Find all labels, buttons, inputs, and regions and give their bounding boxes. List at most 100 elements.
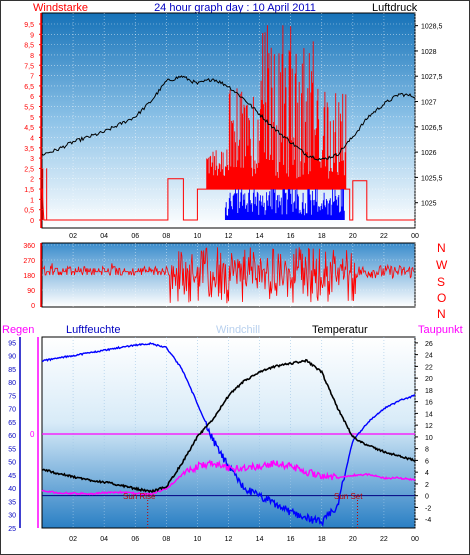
wind-tick-label: 0: [30, 218, 34, 225]
bottom-x-tick-label: 14: [256, 536, 264, 543]
bottom-x-tick-label: 04: [100, 536, 108, 543]
humidity-tick-label: 85: [8, 367, 16, 374]
temperature-line: [41, 358, 416, 494]
temperature-tick-label: 6: [425, 458, 429, 465]
wind-tick-label: 5,5: [24, 105, 34, 112]
temperature-tick-label: -4: [425, 517, 431, 524]
wind-speed-bars: [206, 25, 347, 190]
temperature-tick-label: 22: [425, 364, 433, 371]
label-luftfeuchte: Luftfeuchte: [66, 324, 120, 336]
wind-tick-label: 3,5: [24, 146, 34, 153]
wind-speed-baseline: [41, 178, 415, 221]
label-regen: Regen: [2, 324, 34, 336]
temperature-tick-label: 0: [425, 494, 429, 501]
wind-direction-line: [42, 247, 415, 304]
wind-tick-label: 5: [30, 115, 34, 122]
direction-tick-label: 360: [23, 243, 35, 250]
compass-o: O: [437, 291, 446, 305]
compass-n-top: N: [437, 241, 446, 255]
top-x-tick-label: 16: [287, 233, 295, 240]
top-x-tick-label: 12: [225, 233, 233, 240]
pressure-axis-label: Luftdruck: [372, 2, 418, 14]
wind-tick-label: 1: [30, 197, 34, 204]
wind-tick-label: 3: [30, 156, 34, 163]
humidity-tick-label: 30: [8, 513, 16, 520]
temperature-tick-label: -2: [425, 505, 431, 512]
temperature-tick-label: 16: [425, 400, 433, 407]
chart-title: 24 hour graph day : 10 April 2011: [154, 2, 316, 14]
wind-tick-label: 6: [30, 94, 34, 101]
wind-tick-label: 8,5: [24, 43, 34, 50]
wind-axis-label: Windstarke: [33, 2, 88, 14]
humidity-tick-label: 55: [8, 446, 16, 453]
humidity-tick-label: 25: [8, 526, 16, 533]
wind-tick-label: 6,5: [24, 84, 34, 91]
direction-tick-label: 0: [31, 303, 35, 310]
temperature-tick-label: 10: [425, 435, 433, 442]
top-x-tick-label: 10: [194, 233, 202, 240]
bottom-x-tick-label: 08: [162, 536, 170, 543]
top-panel: [41, 12, 416, 229]
top-x-tick-label: 00: [411, 233, 419, 240]
bottom-x-tick-label: 20: [349, 536, 357, 543]
pressure-tick-label: 1026: [421, 150, 437, 157]
humidity-tick-label: 80: [8, 380, 16, 387]
compass-w: W: [436, 258, 448, 272]
temperature-tick-label: 14: [425, 411, 433, 418]
wind-gust-early: [42, 168, 48, 220]
top-x-tick-label: 02: [69, 233, 77, 240]
temperature-tick-label: 20: [425, 376, 433, 383]
pressure-tick-label: 1027,5: [421, 74, 443, 81]
wind-tick-label: 1,5: [24, 187, 34, 194]
temperature-tick-label: 18: [425, 388, 433, 395]
top-x-tick-label: 06: [131, 233, 139, 240]
bottom-x-tick-label: 16: [287, 536, 295, 543]
regen-value: 0: [30, 430, 35, 439]
top-x-tick-label: 22: [380, 233, 388, 240]
humidity-tick-label: 65: [8, 420, 16, 427]
bottom-x-tick-label: 06: [131, 536, 139, 543]
wind-tick-label: 4,5: [24, 125, 34, 132]
temperature-tick-label: 24: [425, 353, 433, 360]
top-x-tick-label: 18: [318, 233, 326, 240]
wind-tick-label: 9: [30, 32, 34, 39]
dewpoint-line: [41, 459, 416, 496]
pressure-line: [41, 75, 416, 161]
wind-tick-label: 9,5: [24, 22, 34, 29]
humidity-tick-label: 45: [8, 473, 16, 480]
direction-tick-label: 180: [23, 273, 35, 280]
temperature-tick-label: 4: [425, 470, 429, 477]
pressure-tick-label: 1026,5: [421, 125, 443, 132]
label-windchill: Windchill: [216, 324, 260, 336]
top-x-tick-label: 04: [100, 233, 108, 240]
humidity-tick-label: 95: [8, 340, 16, 347]
humidity-tick-label: 35: [8, 499, 16, 506]
top-x-tick-label: 14: [256, 233, 264, 240]
bottom-x-tick-label: 22: [380, 536, 388, 543]
humidity-tick-label: 70: [8, 407, 16, 414]
top-x-tick-label: 08: [162, 233, 170, 240]
pressure-tick-label: 1027: [421, 100, 437, 107]
sun-rise-label: Sun Rise: [123, 492, 156, 501]
label-temperatur: Temperatur: [312, 324, 368, 336]
temperature-tick-label: 26: [425, 341, 433, 348]
wind-gust-bars: [224, 189, 345, 220]
wind-tick-label: 4: [30, 135, 34, 142]
humidity-tick-label: 90: [8, 354, 16, 361]
wind-tick-label: 7: [30, 74, 34, 81]
pressure-tick-label: 1028,5: [421, 24, 443, 31]
bottom-x-tick-label: 02: [69, 536, 77, 543]
pressure-tick-label: 1025: [421, 201, 437, 208]
wind-tick-label: 7,5: [24, 63, 34, 70]
temperature-tick-label: 12: [425, 423, 433, 430]
temperature-tick-label: 8: [425, 447, 429, 454]
direction-tick-label: 90: [27, 288, 35, 295]
direction-tick-label: 270: [23, 258, 35, 265]
wind-tick-label: 8: [30, 53, 34, 60]
bottom-x-tick-label: 10: [194, 536, 202, 543]
pressure-tick-label: 1025,5: [421, 175, 443, 182]
humidity-tick-label: 60: [8, 433, 16, 440]
humidity-tick-label: 50: [8, 460, 16, 467]
humidity-tick-label: 75: [8, 393, 16, 400]
